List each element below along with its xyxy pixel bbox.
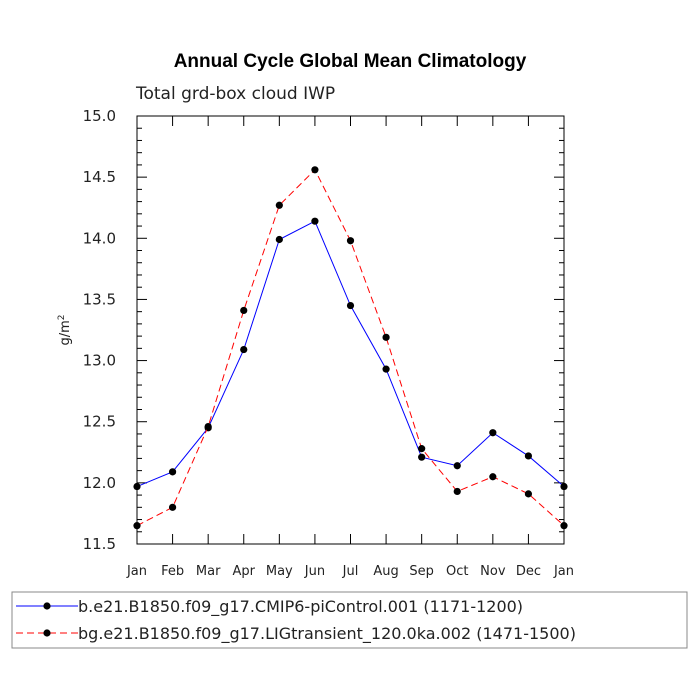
series-1-point bbox=[346, 301, 355, 310]
x-tick-label: Feb bbox=[161, 564, 184, 579]
x-tick-label: Jan bbox=[126, 564, 147, 579]
series-1-point bbox=[240, 345, 248, 354]
series-line-1 bbox=[136, 220, 565, 487]
x-tick-label: Oct bbox=[446, 564, 468, 579]
series-1-point bbox=[489, 429, 497, 437]
series-2-point bbox=[133, 522, 141, 530]
x-tick-label: Sep bbox=[409, 564, 434, 579]
legend-box bbox=[11, 591, 688, 649]
y-axis-label: g/m2 bbox=[57, 314, 73, 345]
series-1-point bbox=[311, 217, 319, 225]
x-tick-label: Dec bbox=[516, 564, 541, 579]
y-tick-label: 11.5 bbox=[83, 535, 116, 553]
legend-label-2: bg.e21.B1850.f09_g17.LIGtransient_120.0k… bbox=[78, 624, 576, 644]
series-2-point bbox=[275, 201, 283, 209]
x-tick-label: Jan bbox=[553, 564, 574, 579]
y-axis-label-text: g/m bbox=[58, 320, 73, 345]
plot-frame bbox=[136, 115, 565, 545]
x-tick-label: Mar bbox=[196, 564, 221, 579]
legend-marker-2 bbox=[43, 629, 51, 637]
legend-marker-1 bbox=[43, 602, 51, 610]
series-2-point bbox=[204, 423, 212, 431]
legend-label-1: b.e21.B1850.f09_g17.CMIP6-piControl.001 … bbox=[78, 597, 523, 617]
chart-subtitle: Total grd-box cloud IWP bbox=[135, 84, 335, 104]
series-2-point bbox=[489, 473, 497, 481]
series-2-point bbox=[346, 237, 355, 245]
series-2-point bbox=[382, 333, 390, 341]
axis-ticks: Jan Feb Mar Apr May Jun Jul Aug Sep Oct Nov Dec Jan 1… bbox=[83, 107, 574, 579]
series-2-point bbox=[453, 487, 461, 496]
series-1-point bbox=[560, 482, 568, 491]
series-line-2 bbox=[136, 168, 565, 527]
y-tick-label: 12.5 bbox=[83, 413, 116, 431]
y-tick-label: 12.0 bbox=[83, 474, 116, 492]
series-2-point bbox=[311, 166, 319, 174]
y-tick-label: 13.0 bbox=[83, 352, 116, 370]
series-1-point bbox=[418, 453, 426, 461]
series-1-point bbox=[168, 468, 177, 476]
y-tick-label: 14.0 bbox=[83, 229, 116, 247]
legend: b.e21.B1850.f09_g17.CMIP6-piControl.001 … bbox=[16, 597, 576, 644]
series-1-point bbox=[275, 235, 283, 244]
chart-title: Annual Cycle Global Mean Climatology bbox=[174, 51, 527, 72]
x-tick-label: Nov bbox=[480, 564, 506, 579]
x-tick-label: May bbox=[266, 564, 293, 579]
series-2-point bbox=[524, 490, 533, 498]
series-layer bbox=[133, 166, 568, 530]
y-axis-label-superscript: 2 bbox=[57, 314, 67, 320]
y-tick-label: 14.5 bbox=[83, 168, 116, 186]
x-tick-label: Jul bbox=[342, 564, 359, 579]
series-2-point bbox=[418, 445, 426, 453]
x-tick-label: Jun bbox=[304, 564, 325, 579]
x-tick-label: Aug bbox=[373, 564, 398, 579]
series-1-point bbox=[524, 452, 533, 460]
series-1-point bbox=[382, 365, 390, 373]
y-tick-label: 13.5 bbox=[83, 290, 116, 308]
series-1-point bbox=[133, 482, 141, 491]
series-2-point bbox=[240, 306, 248, 315]
series-1-point bbox=[453, 462, 461, 470]
y-tick-label: 15.0 bbox=[83, 107, 116, 125]
x-tick-label: Apr bbox=[233, 564, 256, 579]
series-2-point bbox=[168, 503, 177, 511]
series-2-point bbox=[560, 522, 568, 530]
